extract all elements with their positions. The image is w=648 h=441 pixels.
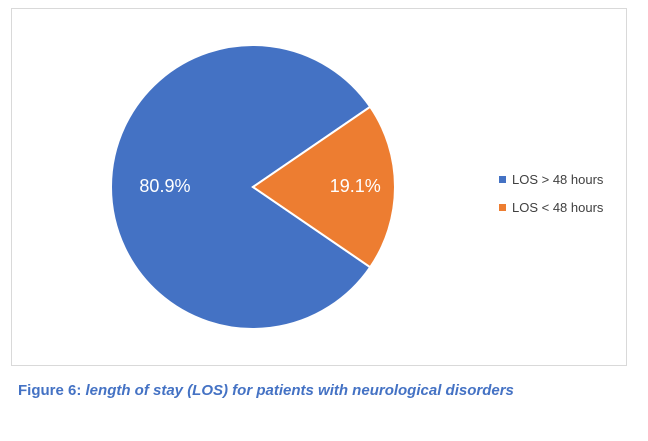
legend-label-los-under-48: LOS < 48 hours xyxy=(512,199,604,215)
chart-area: 80.9% 19.1% LOS > 48 hours LOS < 48 hours xyxy=(11,8,627,366)
figure-caption-prefix: Figure 6: xyxy=(18,382,82,399)
data-label-los-under-48: 19.1% xyxy=(330,176,381,196)
pie-slice-los-under-48 xyxy=(251,105,396,269)
legend-swatch-los-over-48 xyxy=(499,175,506,183)
legend-swatch-los-under-48 xyxy=(499,203,506,211)
legend-item-los-over-48: LOS > 48 hours xyxy=(499,165,603,193)
pie-chart: 80.9% 19.1% xyxy=(110,44,396,330)
pie-data-labels: 80.9% 19.1% xyxy=(139,176,380,196)
figure-caption: Figure 6: length of stay (LOS) for patie… xyxy=(18,382,514,399)
chart-legend: LOS > 48 hours LOS < 48 hours xyxy=(499,165,603,221)
legend-item-los-under-48: LOS < 48 hours xyxy=(499,193,603,221)
pie-slices xyxy=(110,44,396,330)
legend-label-los-over-48: LOS > 48 hours xyxy=(512,171,604,187)
figure-caption-text: length of stay (LOS) for patients with n… xyxy=(85,382,514,399)
pie-slice-los-over-48 xyxy=(110,44,372,330)
data-label-los-over-48: 80.9% xyxy=(139,176,190,196)
